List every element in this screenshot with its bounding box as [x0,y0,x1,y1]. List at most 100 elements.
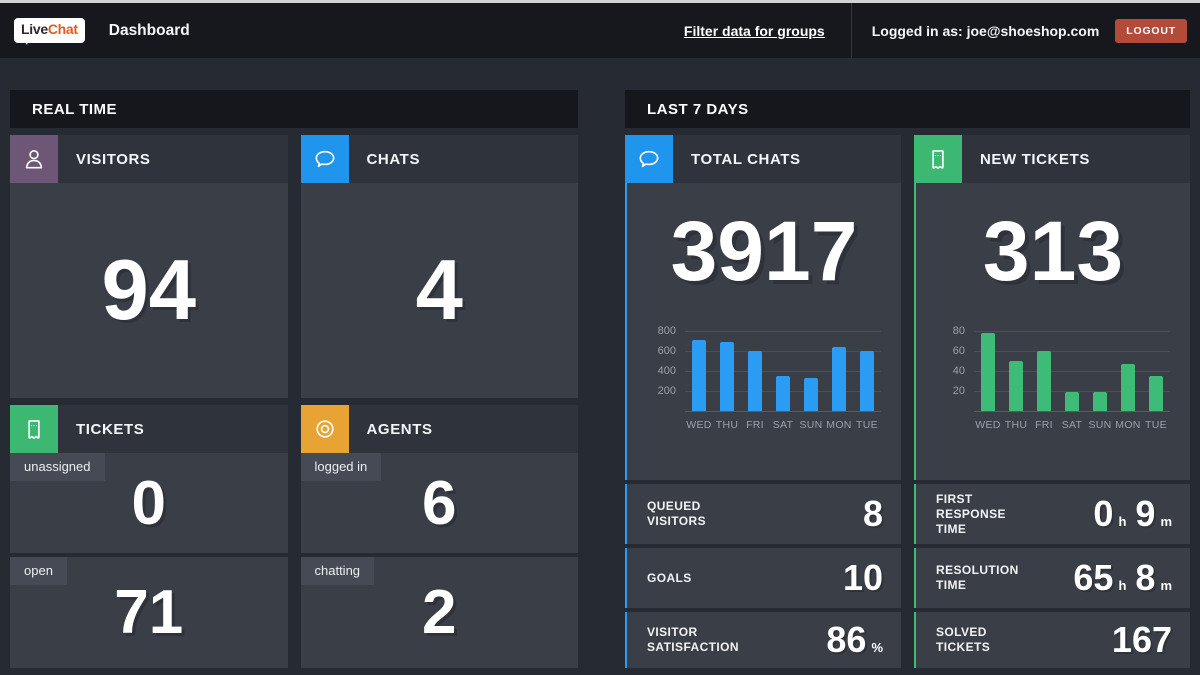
day-label: SUN [1088,419,1112,431]
solved-tickets-value: 167 [1112,619,1172,661]
realtime-section-header: REAL TIME [10,90,578,128]
lifebuoy-icon [300,405,349,453]
resolution-time-row: RESOLUTION TIME 65 h 8 m [914,548,1190,608]
agents-label: AGENTS [366,420,433,438]
stat-number: 10 [842,557,883,598]
agents-loggedin-value: 6 [422,468,457,538]
chart-plot: 200 400 600 800 [658,325,881,412]
day-label: SUN [799,419,823,431]
new-tickets-label: NEW TICKETS [980,150,1090,168]
gridline: 60 [953,345,1170,357]
realtime-tile-grid: VISITORS 94 CHATS 4 [10,135,578,668]
page-title: Dashboard [108,21,190,39]
logout-button[interactable]: LOGOUT [1115,18,1187,43]
goals-label: GOALS [647,570,692,585]
visitor-satisfaction-value: 86% [826,619,883,661]
gridline: 40 [953,365,1170,377]
last7days-tile-grid: TOTAL CHATS 3917 200 400 600 800 WED THU FRI SA… [625,135,1190,668]
chats-label: CHATS [366,150,421,168]
tickets-unassigned-subtile: unassigned 0 [10,453,288,553]
agents-chatting-value: 2 [422,578,457,647]
bar-cell [1058,331,1086,411]
y-tick-label: 60 [952,345,965,357]
stat-number: 0 [1093,493,1114,534]
x-axis-baseline [974,411,1170,412]
bars [685,331,881,411]
last7days-section-header: LAST 7 DAYS [625,90,1190,128]
bar-cell [1114,331,1142,411]
day-label: TUE [856,419,878,431]
day-label: TUE [1145,419,1167,431]
open-chip: open [10,557,67,585]
stat-number: 8 [1135,557,1156,598]
bar-cell [769,331,797,411]
solved-tickets-label: SOLVED TICKETS [936,625,991,654]
chart-plot: 20 40 60 80 [953,325,1170,412]
visitors-tile-head: VISITORS [10,135,288,183]
bar [1065,392,1079,411]
logged-in-email: joe@shoeshop.com [966,22,1100,39]
stat-number: 9 [1135,493,1156,534]
y-tick-label: 800 [657,325,676,337]
stat-unit: m [1160,578,1172,593]
gridline: 800 [658,325,881,337]
total-chats-label: TOTAL CHATS [691,150,801,168]
tickets-tile-head: TICKETS [10,405,288,453]
visitors-label: VISITORS [76,150,151,168]
visitors-value: 94 [101,242,197,338]
y-tick-label: 600 [657,345,676,357]
bar [1093,392,1107,411]
topbar: LiveChat Dashboard Filter data for group… [0,3,1200,58]
total-chats-chart: 200 400 600 800 WED THU FRI SAT SUN MON TUE [627,325,901,431]
chats-tile: CHATS 4 [300,135,578,398]
new-tickets-chart: 20 40 60 80 WED THU FRI SAT SUN MON TUE [916,325,1190,431]
visitor-satisfaction-label: VISITOR SATISFACTION [647,625,739,654]
bar [720,342,734,411]
y-tick-label: 80 [952,325,965,337]
day-label: WED [975,419,1001,431]
resolution-time-label: RESOLUTION TIME [936,563,1019,592]
day-label: THU [1004,419,1028,431]
unassigned-chip: unassigned [10,453,105,481]
y-tick-label: 20 [952,385,965,397]
day-labels: WED THU FRI SAT SUN MON TUE [974,419,1170,431]
stat-number: 167 [1111,619,1172,660]
bar-cell [797,331,825,411]
logged-in-chip: logged in [300,453,382,481]
first-response-time-label: FIRST RESPONSE TIME [936,491,1006,536]
bar [776,376,790,411]
agents-tile: AGENTS logged in 6 chatting 2 [300,405,578,668]
visitors-tile: VISITORS 94 [10,135,288,398]
day-label: FRI [746,419,764,431]
chat-bubble-icon [625,135,673,183]
bar-cell [1142,331,1170,411]
bar [1037,351,1051,411]
visitor-satisfaction-row: VISITOR SATISFACTION 86% [625,612,901,668]
bar-cell [1030,331,1058,411]
topbar-divider [850,3,852,58]
total-chats-value: 3917 [670,204,858,298]
logo-chat-text: Chat [47,21,78,37]
tickets-unassigned-value: 0 [131,468,166,538]
chatting-chip: chatting [300,557,375,585]
bar-cell [1002,331,1030,411]
day-label: THU [715,419,739,431]
bar [860,351,874,411]
bar [832,347,846,411]
gridline: 400 [658,365,881,377]
stat-unit: h [1118,514,1127,529]
gridline: 80 [953,325,1170,337]
queued-visitors-row: QUEUED VISITORS 8 [625,484,901,544]
gridline: 600 [658,345,881,357]
logo-live-text: Live [21,21,48,37]
resolution-time-value: 65 h 8 m [1073,557,1172,599]
logged-in-text: Logged in as: joe@shoeshop.com [872,23,1100,39]
bar [981,333,995,411]
agents-tile-head: AGENTS [300,405,578,453]
y-tick-label: 200 [657,385,676,397]
queued-visitors-value: 8 [863,493,883,535]
solved-tickets-row: SOLVED TICKETS 167 [914,612,1190,668]
new-tickets-column: NEW TICKETS 313 20 40 60 80 WED THU FRI SAT SUN M… [914,135,1190,668]
filter-data-for-groups-link[interactable]: Filter data for groups [683,22,825,39]
